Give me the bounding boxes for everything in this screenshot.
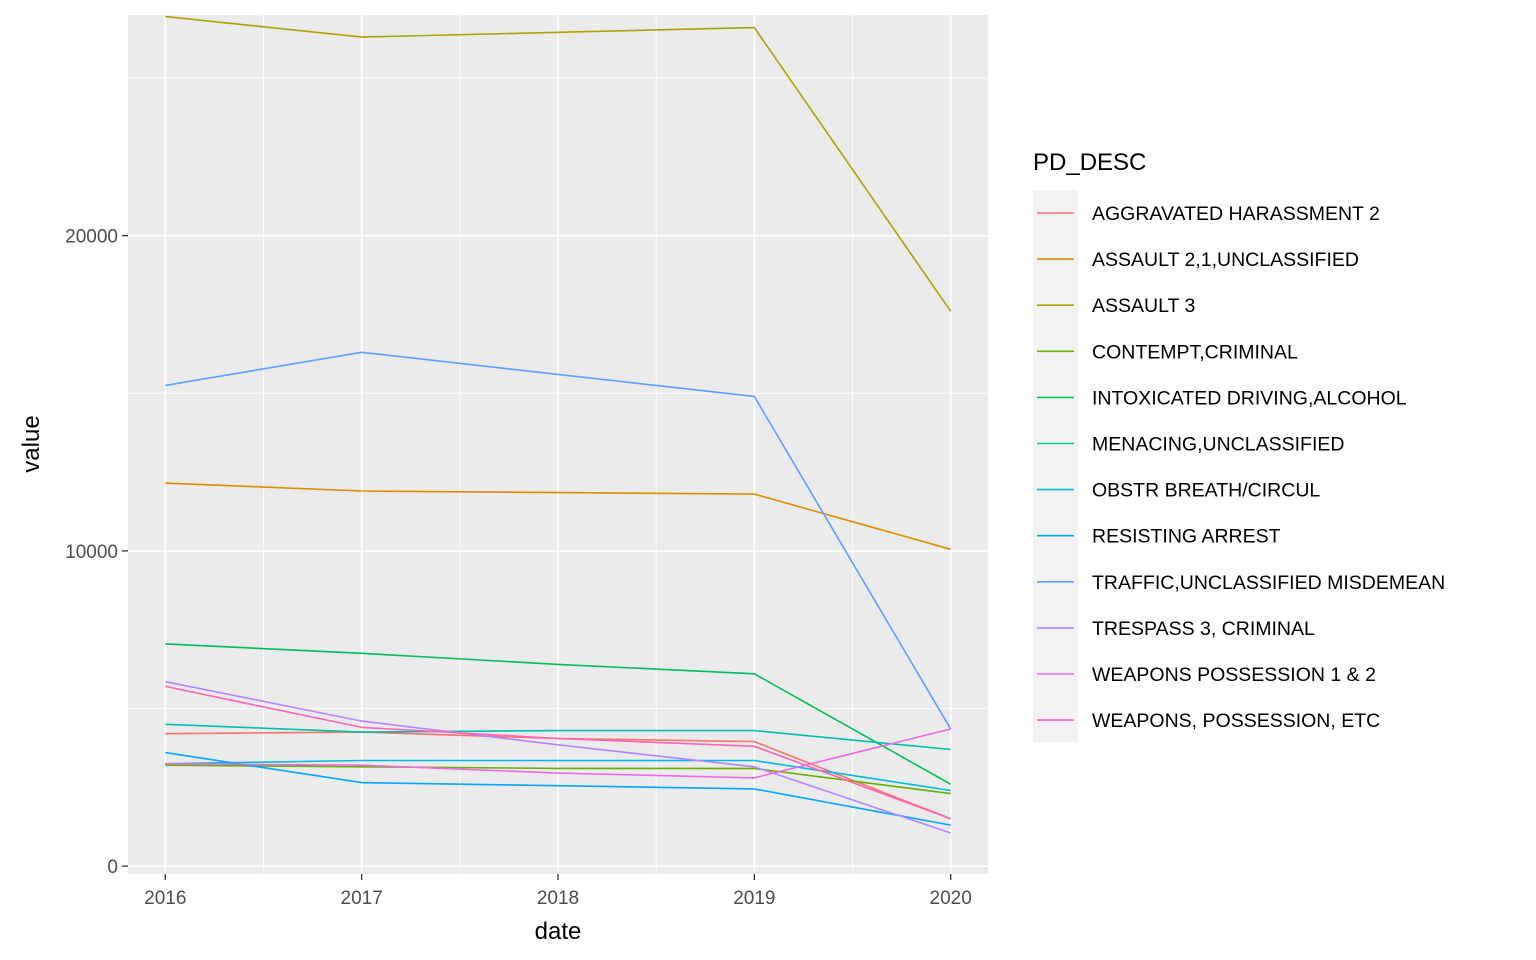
series-line-3	[165, 15, 952, 312]
series-line-5	[165, 643, 952, 785]
legend-label-7: OBSTR BREATH/CIRCUL	[1092, 480, 1320, 502]
legend-label-8: RESISTING ARREST	[1092, 526, 1281, 548]
y-axis: 0 10000 20000	[65, 227, 128, 878]
legend-label-11: WEAPONS POSSESSION 1 & 2	[1092, 664, 1376, 686]
series-lines	[165, 15, 952, 834]
series-line-10	[165, 680, 951, 834]
x-tick-label: 2019	[733, 888, 775, 909]
series-line-6	[165, 723, 951, 751]
legend-label-5: INTOXICATED DRIVING,ALCOHOL	[1092, 387, 1407, 409]
x-tick-label: 2017	[341, 888, 383, 909]
x-tick-label: 2018	[537, 888, 579, 909]
legend-label-12: WEAPONS, POSSESSION, ETC	[1092, 710, 1380, 732]
legend-label-1: AGGRAVATED HARASSMENT 2	[1092, 203, 1380, 225]
legend-title: PD_DESC	[1033, 149, 1146, 176]
legend-key-background	[1033, 190, 1078, 742]
x-axis: 2016 2017 2018 2019 2020	[144, 874, 972, 909]
legend-label-2: ASSAULT 2,1,UNCLASSIFIED	[1092, 249, 1359, 271]
legend-label-3: ASSAULT 3	[1092, 295, 1195, 317]
legend-label-4: CONTEMPT,CRIMINAL	[1092, 341, 1298, 363]
legend-label-10: TRESPASS 3, CRIMINAL	[1092, 618, 1315, 640]
x-tick-label: 2016	[144, 888, 186, 909]
legend: PD_DESC AGGRAVATED HARASSMENT 2 ASSAULT 2…	[1033, 149, 1445, 742]
y-tick-label: 10000	[65, 542, 118, 563]
legend-label-9: TRAFFIC,UNCLASSIFIED MISDEMEAN	[1092, 572, 1445, 594]
series-line-2	[165, 482, 951, 551]
series-line-4	[165, 764, 951, 795]
x-tick-label: 2020	[930, 888, 972, 909]
legend-label-6: MENACING,UNCLASSIFIED	[1092, 434, 1344, 456]
series-line-8	[165, 751, 951, 826]
series-line-12	[165, 685, 951, 820]
y-tick-label: 20000	[65, 227, 118, 248]
x-axis-title: date	[535, 918, 582, 945]
series-line-11	[165, 728, 951, 779]
y-axis-title: value	[18, 415, 45, 472]
legend-items: AGGRAVATED HARASSMENT 2 ASSAULT 2,1,UNCLA…	[1037, 203, 1445, 732]
series-line-9	[165, 351, 952, 730]
y-tick-label: 0	[107, 857, 118, 878]
